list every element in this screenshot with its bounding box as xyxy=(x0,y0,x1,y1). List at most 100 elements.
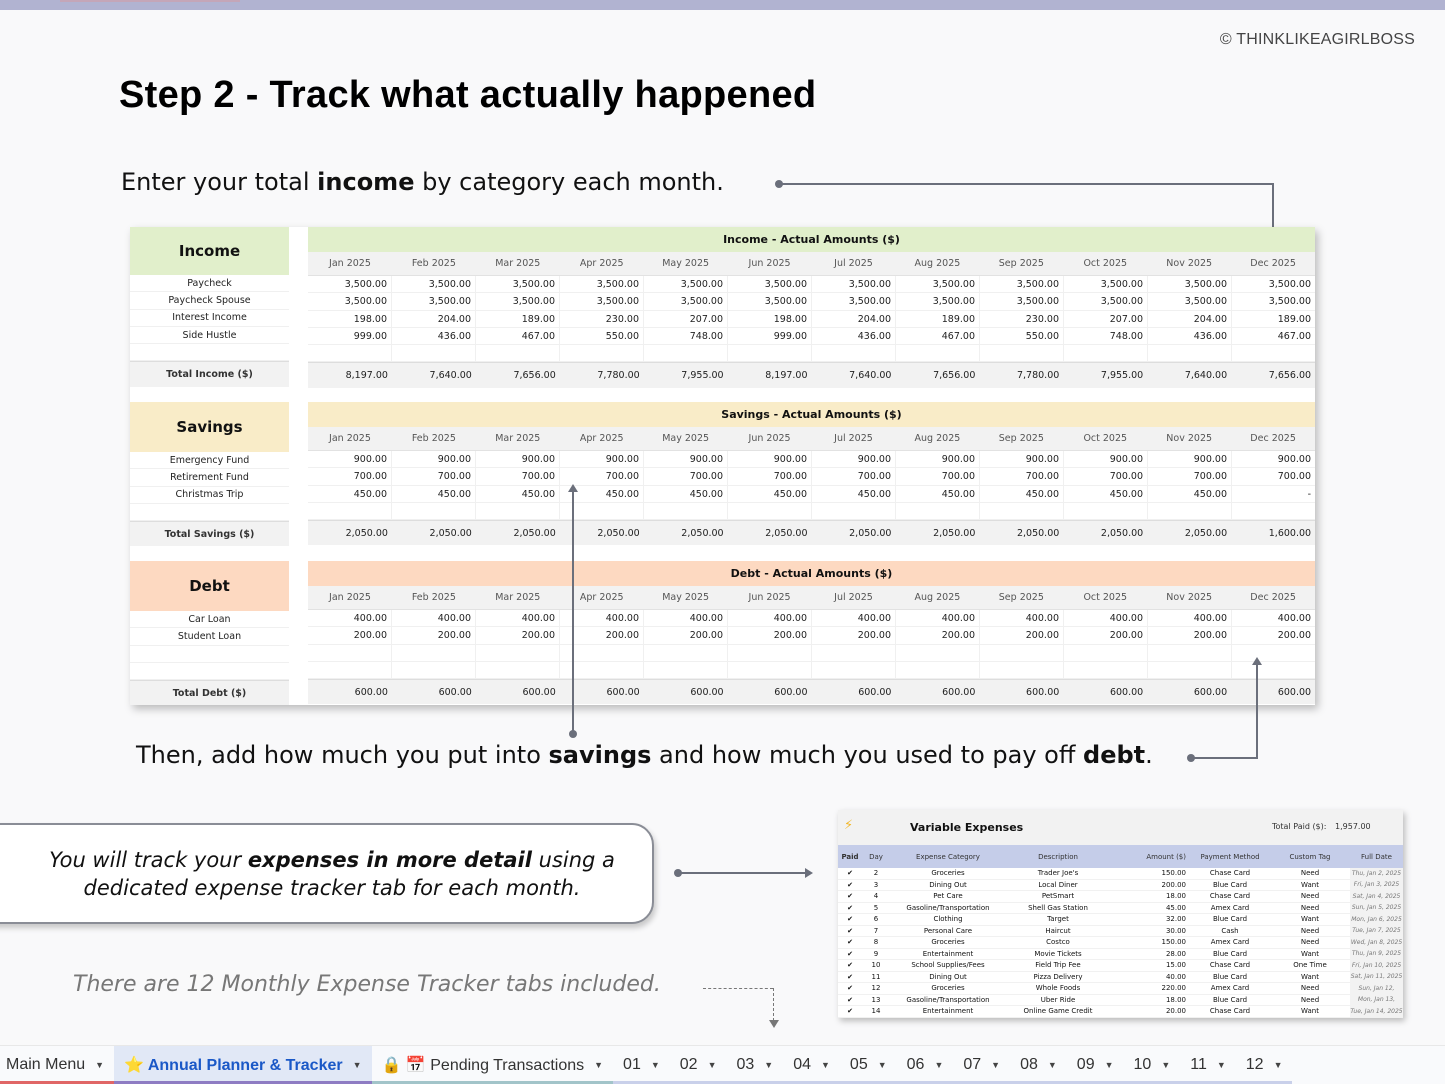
chevron-down-icon[interactable]: ▼ xyxy=(1216,1060,1226,1070)
amount-cell[interactable]: 748.00 xyxy=(1064,327,1148,345)
sheet-tab-1[interactable]: Main Menu ▼ xyxy=(0,1046,115,1084)
amount-cell[interactable]: 900.00 xyxy=(308,451,392,468)
amount-cell[interactable] xyxy=(1064,345,1148,362)
amount-cell[interactable] xyxy=(1232,662,1315,678)
amount-cell[interactable]: 200.00 xyxy=(896,627,980,644)
amount-cell[interactable]: 3,500.00 xyxy=(644,276,728,293)
amount-cell[interactable] xyxy=(1064,661,1148,679)
amount-cell[interactable]: 3,500.00 xyxy=(980,276,1064,293)
amount-cell[interactable]: 467.00 xyxy=(1277,330,1311,342)
amount-cell[interactable] xyxy=(812,661,896,679)
amount-cell[interactable]: 200.00 xyxy=(308,627,392,644)
chevron-down-icon[interactable]: ▼ xyxy=(1273,1060,1283,1070)
amount-cell[interactable] xyxy=(392,661,476,679)
amount-cell[interactable]: 200.00 xyxy=(560,627,644,644)
amount-cell[interactable]: 400.00 xyxy=(476,610,560,627)
amount-cell[interactable] xyxy=(896,502,980,520)
amount-cell[interactable]: 189.00 xyxy=(896,310,980,327)
sheet-tab-8[interactable]: 05 ▼ xyxy=(839,1046,897,1084)
amount-cell[interactable]: 3,500.00 xyxy=(308,276,392,293)
amount-cell[interactable]: 900.00 xyxy=(1148,451,1232,468)
amount-cell[interactable]: 700.00 xyxy=(728,468,812,485)
amount-cell[interactable]: 200.00 xyxy=(644,627,728,644)
amount-cell[interactable]: 3,500.00 xyxy=(308,293,392,310)
amount-cell[interactable] xyxy=(308,661,392,679)
amount-cell[interactable]: 450.00 xyxy=(1148,485,1232,502)
amount-cell[interactable] xyxy=(1232,345,1315,361)
amount-cell[interactable] xyxy=(644,661,728,679)
amount-cell[interactable]: 450.00 xyxy=(728,485,812,502)
sheet-tab-5[interactable]: 02 ▼ xyxy=(669,1046,727,1084)
amount-cell[interactable]: 436.00 xyxy=(392,327,476,345)
amount-cell[interactable]: 400.00 xyxy=(980,610,1064,627)
amount-cell[interactable] xyxy=(728,661,812,679)
amount-cell[interactable]: 3,500.00 xyxy=(1268,279,1311,290)
amount-cell[interactable]: 436.00 xyxy=(1148,327,1232,345)
amount-cell[interactable]: 450.00 xyxy=(560,485,644,502)
amount-cell[interactable]: 3,500.00 xyxy=(1064,276,1148,293)
amount-cell[interactable]: 198.00 xyxy=(308,310,392,327)
chevron-down-icon[interactable]: ▼ xyxy=(1047,1060,1057,1070)
amount-cell[interactable]: 3,500.00 xyxy=(560,293,644,310)
amount-cell[interactable]: 900.00 xyxy=(812,451,896,468)
amount-cell[interactable]: 230.00 xyxy=(560,310,644,327)
amount-cell[interactable] xyxy=(896,644,980,661)
amount-cell[interactable] xyxy=(644,502,728,520)
amount-cell[interactable]: 204.00 xyxy=(392,310,476,327)
amount-cell[interactable]: 400.00 xyxy=(308,610,392,627)
amount-cell[interactable] xyxy=(308,644,392,661)
amount-cell[interactable]: 3,500.00 xyxy=(896,276,980,293)
amount-cell[interactable]: 3,500.00 xyxy=(728,293,812,310)
amount-cell[interactable]: 3,500.00 xyxy=(476,276,560,293)
amount-cell[interactable] xyxy=(308,345,392,362)
amount-cell[interactable]: 700.00 xyxy=(560,468,644,485)
amount-cell[interactable] xyxy=(392,644,476,661)
amount-cell[interactable]: 3,500.00 xyxy=(1064,293,1148,310)
amount-cell[interactable]: 189.00 xyxy=(1277,313,1311,325)
amount-cell[interactable]: 400.00 xyxy=(392,610,476,627)
amount-cell[interactable]: 900.00 xyxy=(1064,451,1148,468)
amount-cell[interactable]: 200.00 xyxy=(980,627,1064,644)
amount-cell[interactable]: 550.00 xyxy=(560,327,644,345)
chevron-down-icon[interactable]: ▼ xyxy=(95,1060,105,1070)
amount-cell[interactable]: 700.00 xyxy=(896,468,980,485)
amount-cell[interactable]: 3,500.00 xyxy=(980,293,1064,310)
amount-cell[interactable]: 230.00 xyxy=(980,310,1064,327)
amount-cell[interactable]: 204.00 xyxy=(1148,310,1232,327)
amount-cell[interactable]: 900.00 xyxy=(392,451,476,468)
amount-cell[interactable] xyxy=(896,661,980,679)
amount-cell[interactable]: 3,500.00 xyxy=(644,293,728,310)
amount-cell[interactable]: 3,500.00 xyxy=(392,276,476,293)
amount-cell[interactable] xyxy=(896,345,980,362)
chevron-down-icon[interactable]: ▼ xyxy=(821,1060,830,1070)
paid-checkmark[interactable]: ✔ xyxy=(847,1007,853,1016)
amount-cell[interactable]: 189.00 xyxy=(476,310,560,327)
sheet-tab-7[interactable]: 04 ▼ xyxy=(783,1046,840,1084)
amount-cell[interactable] xyxy=(1148,345,1232,362)
amount-cell[interactable]: 450.00 xyxy=(812,485,896,502)
amount-cell[interactable]: 748.00 xyxy=(644,327,728,345)
amount-cell[interactable]: 900.00 xyxy=(476,451,560,468)
paid-checkmark[interactable]: ✔ xyxy=(847,903,853,912)
chevron-down-icon[interactable]: ▼ xyxy=(1161,1060,1171,1070)
amount-cell[interactable]: 700.00 xyxy=(644,468,728,485)
amount-cell[interactable]: 450.00 xyxy=(1064,485,1148,502)
amount-cell[interactable] xyxy=(476,644,560,661)
amount-cell[interactable] xyxy=(392,502,476,520)
chevron-down-icon[interactable]: ▼ xyxy=(650,1060,660,1070)
amount-cell[interactable] xyxy=(560,644,644,661)
amount-cell[interactable]: 400.00 xyxy=(1277,613,1311,624)
amount-cell[interactable] xyxy=(1064,502,1148,520)
sheet-tab-15[interactable]: 12 ▼ xyxy=(1235,1046,1293,1084)
chevron-down-icon[interactable]: ▼ xyxy=(1104,1060,1114,1070)
paid-checkmark[interactable]: ✔ xyxy=(847,961,853,970)
paid-checkmark[interactable]: ✔ xyxy=(847,995,853,1004)
amount-cell[interactable]: 700.00 xyxy=(980,468,1064,485)
amount-cell[interactable]: 900.00 xyxy=(896,451,980,468)
paid-checkmark[interactable]: ✔ xyxy=(847,869,853,878)
amount-cell[interactable]: 700.00 xyxy=(812,468,896,485)
amount-cell[interactable]: 3,500.00 xyxy=(812,293,896,310)
amount-cell[interactable] xyxy=(1148,502,1232,520)
amount-cell[interactable]: 3,500.00 xyxy=(1268,296,1311,308)
chevron-down-icon[interactable]: ▼ xyxy=(991,1060,1001,1070)
